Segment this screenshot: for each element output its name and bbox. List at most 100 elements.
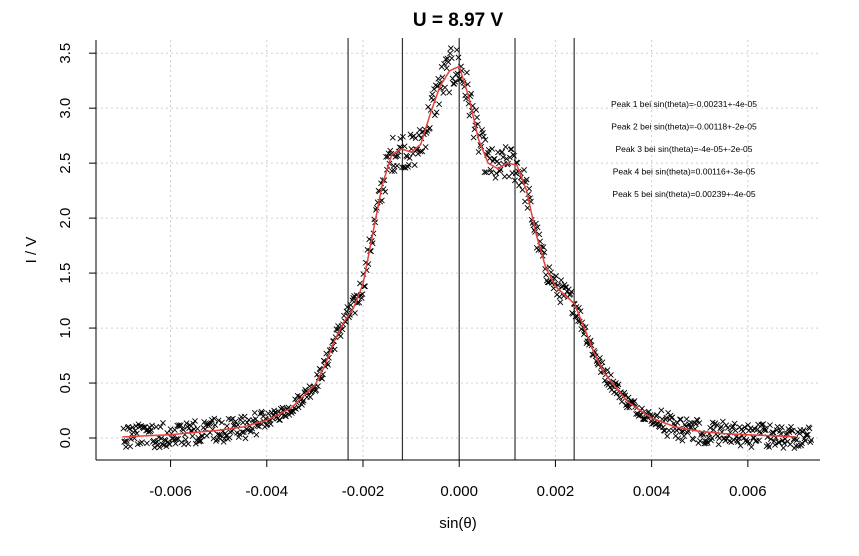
data-point	[501, 173, 508, 180]
data-point	[662, 416, 669, 423]
data-point	[194, 425, 201, 432]
data-point	[769, 429, 776, 436]
data-point	[160, 419, 166, 426]
data-point	[523, 176, 530, 183]
data-point	[453, 71, 459, 78]
data-point	[740, 428, 746, 435]
data-point	[192, 418, 198, 424]
ticks: -0.006 -0.004 -0.002 0.000 0.002 0.004 0.006 0.…	[57, 43, 767, 500]
data-point	[558, 277, 565, 284]
data-point	[767, 422, 773, 429]
data-point	[389, 168, 395, 174]
data-point	[452, 78, 459, 85]
data-point	[224, 423, 230, 430]
data-point	[804, 431, 811, 438]
data-point	[468, 90, 475, 97]
data-point	[206, 420, 213, 427]
data-point	[422, 144, 429, 150]
data-point	[492, 174, 499, 181]
data-point	[625, 394, 632, 401]
data-point	[680, 428, 687, 435]
data-point	[508, 146, 515, 153]
data-point	[684, 429, 691, 436]
data-point	[776, 439, 783, 446]
data-point	[553, 273, 560, 279]
data-point	[780, 445, 787, 451]
data-point	[213, 438, 219, 444]
data-point	[704, 439, 711, 446]
data-point	[299, 399, 306, 406]
y-axis-label: I / V	[23, 237, 40, 264]
data-point	[793, 437, 800, 443]
data-point	[441, 60, 448, 67]
data-point	[401, 143, 408, 150]
y-tick-label: 1.0	[57, 318, 74, 339]
data-point	[503, 155, 510, 162]
grid	[96, 40, 820, 460]
data-point	[572, 313, 579, 320]
data-point	[182, 436, 189, 443]
data-point	[806, 425, 813, 432]
data-point	[480, 133, 487, 140]
peak-annotation: Peak 5 bei sin(theta)=0.00239+-4e-05	[612, 189, 755, 199]
data-point	[440, 90, 447, 96]
data-point	[534, 224, 541, 231]
data-point	[522, 198, 528, 205]
data-point	[357, 280, 363, 287]
data-point	[347, 302, 354, 308]
data-point	[437, 80, 443, 87]
data-point	[473, 107, 480, 113]
data-point	[442, 84, 448, 91]
data-point	[417, 148, 424, 155]
data-point	[144, 440, 150, 447]
x-tick-label: 0.002	[537, 483, 575, 500]
data-point	[388, 150, 395, 157]
data-point	[245, 427, 251, 434]
data-point	[277, 417, 283, 423]
data-point	[470, 134, 477, 141]
data-point	[664, 433, 671, 440]
data-point	[400, 133, 406, 140]
data-point	[731, 420, 738, 427]
axes	[95, 40, 820, 461]
data-point	[454, 70, 461, 77]
data-point	[426, 125, 433, 131]
data-point	[173, 436, 180, 443]
y-tick-label: 2.5	[57, 153, 74, 174]
data-point	[540, 244, 547, 251]
peak-annotation: Peak 4 bei sin(theta)=0.00116+-3e-05	[613, 167, 756, 177]
data-point	[411, 162, 418, 168]
data-point	[788, 427, 795, 434]
data-point	[732, 427, 739, 434]
data-point	[642, 416, 649, 423]
data-point	[177, 422, 184, 429]
data-point	[799, 440, 805, 447]
data-point	[679, 437, 686, 444]
data-point	[521, 167, 528, 173]
data-point	[496, 168, 503, 175]
data-point	[495, 160, 502, 167]
data-point	[276, 417, 283, 423]
y-tick-label: 0.5	[57, 373, 74, 394]
data-point	[607, 372, 614, 378]
data-point	[762, 427, 769, 434]
data-point	[383, 153, 389, 160]
data-point	[800, 427, 807, 433]
data-point	[568, 288, 575, 295]
data-point	[756, 428, 763, 435]
data-point	[489, 146, 496, 152]
data-point	[240, 429, 247, 436]
peak-annotation: Peak 2 bei sin(theta)=-0.00118+-2e-05	[611, 122, 757, 132]
data-point	[331, 346, 338, 353]
data-point	[463, 69, 470, 76]
data-point	[313, 387, 320, 393]
y-tick-label: 3.5	[57, 43, 74, 64]
data-point	[419, 148, 426, 155]
data-point	[694, 417, 701, 424]
data-point	[171, 426, 178, 433]
data-point	[126, 426, 133, 433]
data-point	[482, 136, 489, 143]
data-point	[259, 410, 266, 416]
data-point	[526, 185, 533, 192]
data-points	[120, 45, 815, 452]
